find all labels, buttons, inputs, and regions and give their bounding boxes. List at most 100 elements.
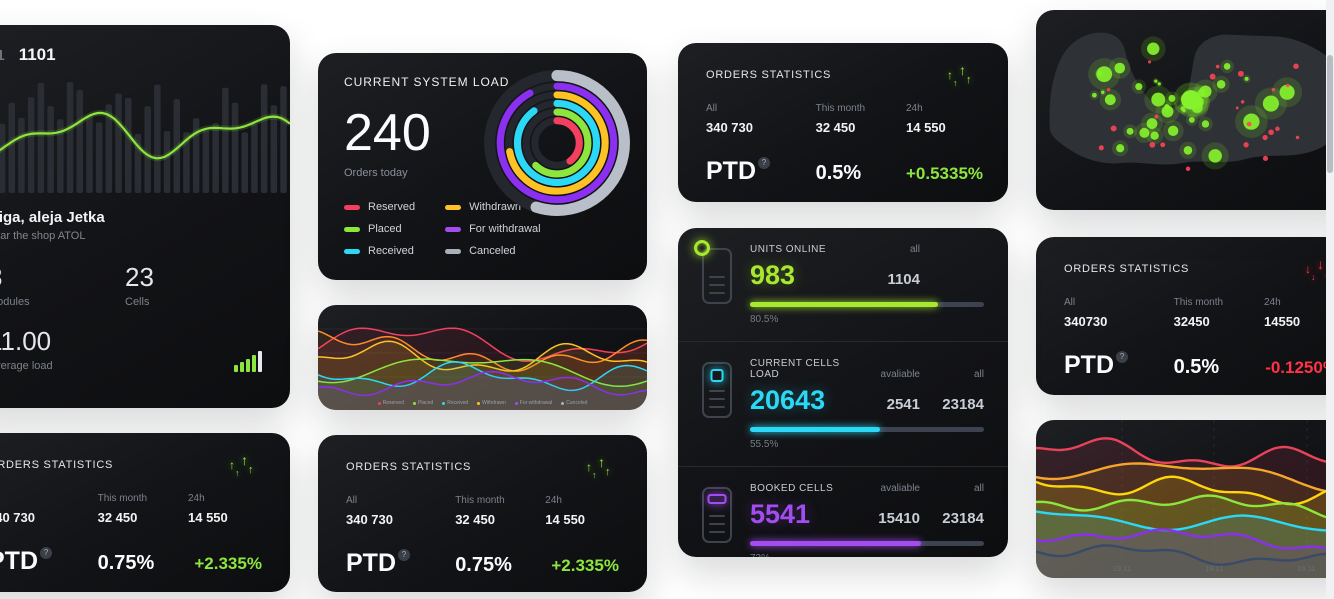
orders-statistics-title: ORDERS STATISTICS: [706, 69, 832, 81]
progress-track: [750, 427, 984, 432]
station-load-row: 11.00 Average load: [0, 326, 290, 372]
stat-col-24h: 24h 14 550: [906, 103, 946, 135]
help-icon[interactable]: ?: [40, 547, 52, 559]
scrollbar-thumb[interactable]: [1327, 55, 1333, 173]
progress-track: [750, 302, 984, 307]
station-load-block: 11.00 Average load: [0, 326, 53, 372]
x-axis-tick: 19.11: [1297, 564, 1316, 573]
ptd-label: PTD?: [0, 547, 98, 576]
legend-marker: [445, 226, 462, 232]
progress-percent: 55.5%: [750, 439, 779, 450]
legend-marker: [344, 204, 360, 210]
legend-marker: [445, 204, 462, 210]
legend-item: Canceled: [561, 400, 587, 406]
booked-indicator-icon: [707, 494, 727, 504]
delta-value: -0.1250%: [1265, 358, 1334, 377]
locker-icon: [694, 240, 732, 304]
system-load-legend: Reserved Placed Received Withdrawn For w…: [344, 201, 541, 257]
legend-item: Reserved: [377, 400, 404, 406]
legend-marker: [377, 401, 381, 405]
x-axis-tick: 19.11: [1205, 564, 1224, 573]
legend-marker: [514, 401, 518, 405]
station-id: 1101: [18, 45, 56, 64]
map-card: [1036, 10, 1334, 210]
stat-head: ORDERS STATISTICS: [1064, 259, 1334, 287]
trend-stream-chart: [1036, 420, 1334, 578]
system-load-title: CURRENT SYSTEM LOAD: [344, 75, 510, 89]
stat-col-month: This month 32 450: [97, 493, 148, 525]
orders-statistics-title: ORDERS STATISTICS: [346, 461, 472, 473]
ptd-value: 0.5%: [1173, 356, 1220, 378]
stat-columns: All 340730 This month 32450 24h 14550: [1064, 297, 1334, 329]
booked-cells-value: 5541: [750, 499, 811, 529]
progress-fill: [750, 541, 921, 546]
ptd-label: PTD?: [1064, 351, 1174, 380]
scrollbar-track[interactable]: [1326, 0, 1334, 599]
row-values: 20643 2541 23184: [750, 385, 984, 415]
legend-marker: [344, 226, 360, 232]
legend-marker: [445, 248, 462, 254]
stat-head: ORDERS STATISTICS: [706, 65, 980, 93]
delta-value: +2.335%: [194, 554, 262, 573]
ptd-label: PTD?: [346, 549, 455, 578]
help-icon[interactable]: ?: [398, 549, 410, 561]
stat-col-all: All 340730: [1064, 297, 1108, 329]
station-modules: 8 Modules: [0, 262, 125, 308]
cells-load-body: CURRENT CELLS LOAD avaliable all 20643 2…: [750, 358, 984, 450]
legend-marker: [412, 401, 416, 405]
cells-load-value: 20643: [750, 385, 826, 415]
system-load-donut-chart: [484, 70, 630, 216]
help-icon[interactable]: ?: [1116, 351, 1128, 363]
row-head: UNITS ONLINE all: [750, 244, 920, 255]
stat-footer: PTD? 0.75% +2.335%: [0, 547, 262, 576]
delta-value: +2.335%: [551, 556, 619, 575]
stat-col-month: This month 32 450: [815, 103, 866, 135]
legend-item: For withdrawal: [445, 223, 541, 235]
stat-col-24h: 24h 14 550: [188, 493, 228, 525]
stat-head: ORDERS STATISTICS: [0, 455, 262, 483]
help-icon[interactable]: ?: [758, 157, 770, 169]
legend-marker: [344, 248, 360, 254]
station-rank: #1: [0, 47, 5, 64]
trend-stream-chart-card: 19.11 19.11 19.11: [1036, 420, 1334, 578]
trend-up-icon: [583, 453, 619, 485]
legend-marker: [477, 401, 481, 405]
booked-cells-section: BOOKED CELLS avaliable all 5541 15410 23…: [678, 466, 1008, 557]
ptd-value: 0.5%: [815, 162, 862, 184]
legend-item: Canceled: [445, 245, 541, 257]
units-online-body: UNITS ONLINE all 983 1104 80.5%: [750, 244, 984, 325]
legend-item: Withdrawn: [477, 400, 506, 406]
mini-stream-legend: Reserved Placed Received Withdrawn For w…: [318, 400, 647, 406]
system-load-card: CURRENT SYSTEM LOAD 240 Orders today Res…: [318, 53, 647, 280]
delta-value: +0.5335%: [906, 164, 984, 183]
station-stats: 8 Modules 23 Cells: [0, 262, 290, 308]
modules-value: 8: [0, 262, 125, 293]
latvia-map: [1049, 32, 1334, 172]
stat-footer: PTD? 0.75% +2.335%: [346, 549, 619, 578]
signal-bars-icon: [234, 350, 262, 372]
orders-stream-chart: [318, 327, 647, 410]
row-head: CURRENT CELLS LOAD avaliable all: [750, 358, 984, 380]
stat-col-24h: 24h 14 550: [545, 495, 586, 527]
stat-col-month: This month 32450: [1173, 297, 1224, 329]
ptd-value: 0.75%: [97, 552, 155, 574]
avg-load-label: Average load: [0, 360, 53, 372]
units-online-value: 983: [750, 260, 796, 290]
stat-col-24h: 24h 14550: [1264, 297, 1301, 329]
cells-value: 23: [125, 262, 154, 292]
legend-item: Placed: [344, 223, 415, 235]
units-card: UNITS ONLINE all 983 1104 80.5% CURRENT …: [678, 228, 1008, 557]
station-address: Riga, aleja Jetka: [0, 209, 105, 226]
locker-icon: [702, 487, 732, 543]
orders-today-label: Orders today: [344, 167, 408, 179]
stat-col-month: This month 32 450: [455, 495, 505, 527]
trend-up-icon: [226, 451, 262, 483]
